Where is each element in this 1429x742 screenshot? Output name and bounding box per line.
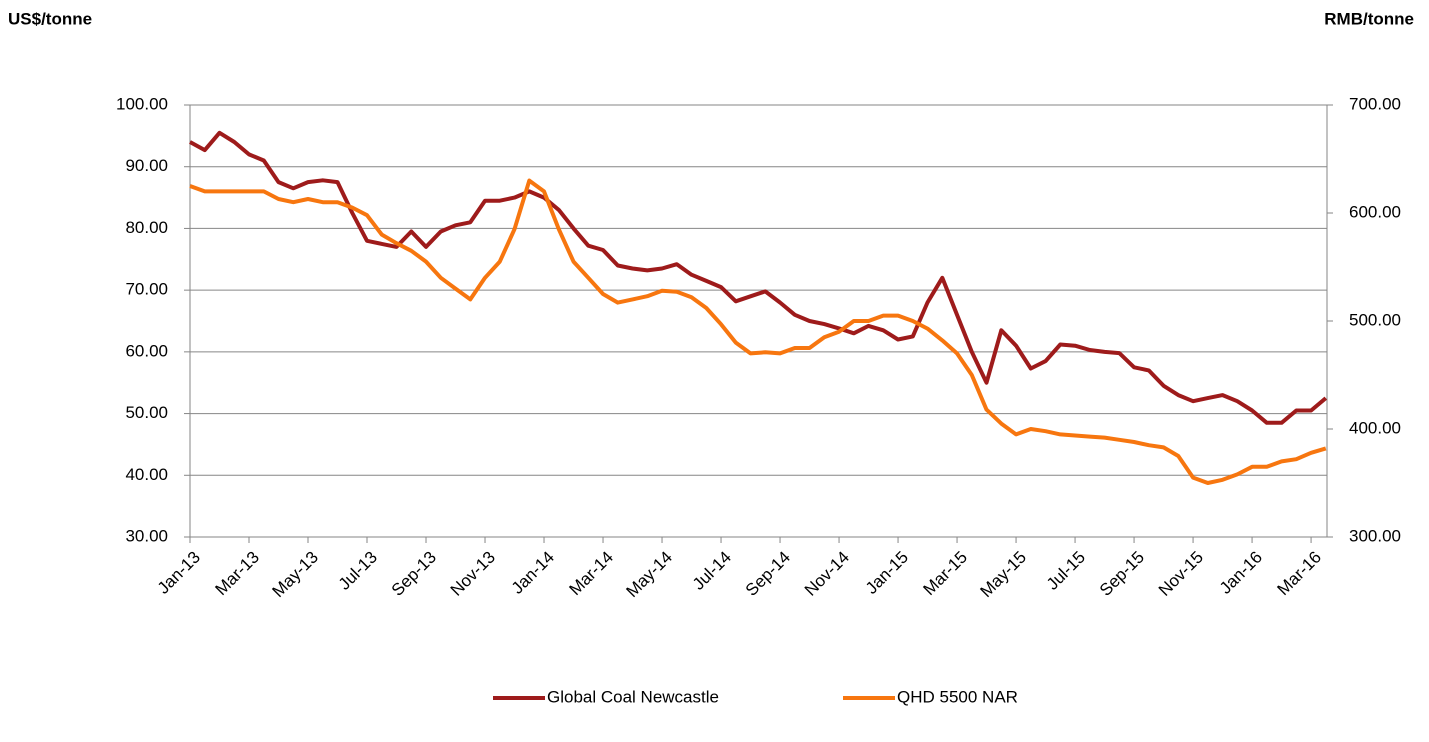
series-line bbox=[189, 130, 1328, 425]
y-tick-label: 70.00 bbox=[125, 280, 168, 299]
x-tick-label: Jan-13 bbox=[154, 548, 204, 598]
x-tick-label: Sep-14 bbox=[742, 548, 794, 600]
y2-tick-label: 300.00 bbox=[1349, 526, 1401, 545]
y2-tick-label: 700.00 bbox=[1349, 94, 1401, 113]
x-tick-label: Jul-13 bbox=[335, 548, 381, 594]
legend-label: QHD 5500 NAR bbox=[897, 687, 1018, 706]
y-tick-label: 30.00 bbox=[125, 526, 168, 545]
y-tick-label: 60.00 bbox=[125, 341, 168, 360]
x-tick-label: Mar-16 bbox=[1274, 548, 1326, 600]
x-tick-label: Nov-14 bbox=[801, 548, 853, 600]
y-tick-label: 50.00 bbox=[125, 403, 168, 422]
y-tick-label: 100.00 bbox=[116, 94, 168, 113]
y-tick-label: 40.00 bbox=[125, 465, 168, 484]
y2-tick-label: 500.00 bbox=[1349, 310, 1401, 329]
series-line bbox=[189, 178, 1327, 485]
x-tick-label: Jan-14 bbox=[508, 548, 558, 598]
x-tick-label: Jan-15 bbox=[862, 548, 912, 598]
x-tick-label: Sep-13 bbox=[388, 548, 440, 600]
x-tick-label: Jul-14 bbox=[689, 548, 735, 594]
y2-tick-label: 600.00 bbox=[1349, 202, 1401, 221]
legend-label: Global Coal Newcastle bbox=[547, 687, 719, 706]
y2-axis-title: RMB/tonne bbox=[1324, 9, 1414, 28]
y2-tick-label: 400.00 bbox=[1349, 418, 1401, 437]
x-tick-label: Mar-14 bbox=[566, 548, 618, 600]
x-tick-label: Nov-13 bbox=[447, 548, 499, 600]
y-tick-label: 90.00 bbox=[125, 156, 168, 175]
x-tick-label: May-13 bbox=[268, 548, 322, 602]
x-tick-label: Mar-15 bbox=[920, 548, 972, 600]
y-axis-title: US$/tonne bbox=[8, 9, 92, 28]
x-tick-label: Mar-13 bbox=[211, 548, 263, 600]
x-tick-label: Jan-16 bbox=[1216, 548, 1266, 598]
x-tick-label: Sep-15 bbox=[1096, 548, 1148, 600]
y-tick-label: 80.00 bbox=[125, 218, 168, 237]
x-tick-label: May-14 bbox=[623, 548, 677, 602]
x-tick-label: May-15 bbox=[977, 548, 1031, 602]
x-tick-label: Nov-15 bbox=[1155, 548, 1207, 600]
x-tick-label: Jul-15 bbox=[1043, 548, 1089, 594]
